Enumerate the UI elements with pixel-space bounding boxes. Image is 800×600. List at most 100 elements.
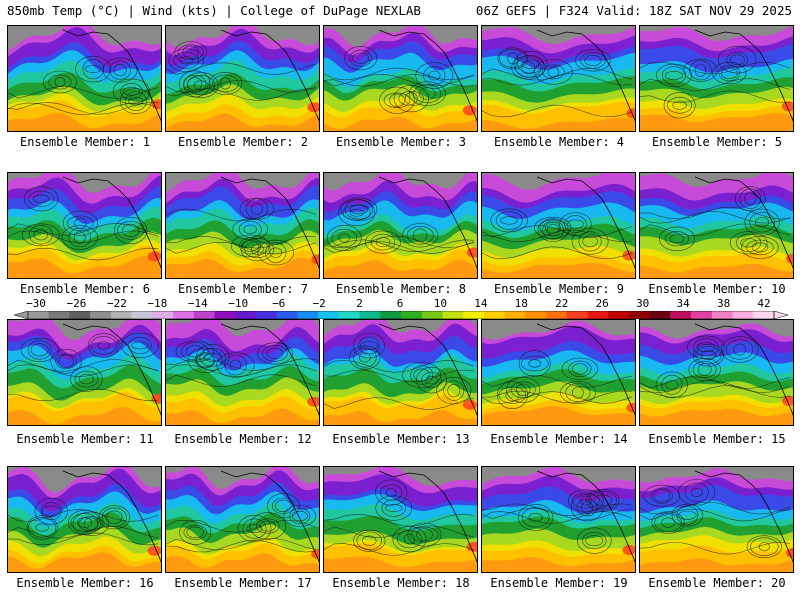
colorbar-swatch — [649, 311, 671, 319]
wind-contour — [397, 530, 423, 549]
wind-contour — [42, 70, 78, 94]
wind-contour — [194, 352, 216, 369]
temperature-band — [324, 410, 477, 425]
wind-contour — [696, 342, 716, 353]
wind-contour — [182, 45, 199, 59]
wind-contour — [199, 348, 226, 367]
wind-contour — [739, 188, 762, 209]
wind-contour — [50, 348, 82, 374]
ensemble-member-map-13 — [323, 319, 478, 426]
wind-contour — [20, 337, 59, 362]
wind-contour — [67, 215, 94, 231]
coastline — [423, 33, 477, 122]
wind-contour — [482, 225, 633, 238]
colorbar-tick-label: 6 — [396, 297, 404, 310]
wind-contour — [640, 376, 791, 389]
wind-contour — [40, 502, 62, 521]
ensemble-member-map-1 — [7, 25, 162, 132]
wind-contour — [8, 230, 159, 244]
coastline — [739, 327, 793, 416]
wind-contour — [203, 352, 222, 362]
wind-contour — [116, 221, 145, 240]
coastline — [378, 176, 425, 184]
temperature-band — [324, 259, 477, 278]
wind-contour — [517, 504, 554, 531]
wind-contour — [34, 497, 68, 525]
wind-contour — [697, 363, 712, 376]
wind-contour — [109, 60, 131, 80]
wind-contour — [385, 504, 403, 512]
wind-contour — [665, 380, 679, 390]
wind-contour — [128, 336, 152, 354]
wind-contour — [238, 220, 262, 238]
wind-contour — [380, 484, 403, 501]
wind-contour — [340, 197, 378, 221]
wind-contour — [410, 365, 434, 385]
wind-contour — [419, 87, 436, 100]
wind-contour — [8, 388, 159, 402]
wind-contour — [664, 71, 684, 80]
colorbar-tick-label: −14 — [187, 297, 208, 310]
wind-contour — [249, 512, 287, 540]
wind-contour — [242, 518, 267, 539]
coastline — [378, 29, 425, 37]
wind-contour — [570, 493, 604, 522]
colorbar-swatch — [152, 311, 174, 319]
wind-contour — [343, 46, 378, 71]
wind-contour — [640, 223, 791, 236]
wind-contour — [658, 226, 696, 252]
wind-contour — [746, 239, 774, 256]
wind-contour — [577, 527, 612, 554]
wind-contour — [663, 92, 696, 119]
wind-contour — [216, 352, 255, 378]
wind-contour — [166, 519, 317, 533]
wind-contour — [655, 371, 688, 399]
colorbar-swatch — [711, 311, 733, 319]
wind-contour — [416, 528, 433, 541]
wind-contour — [324, 241, 475, 254]
wind-contour — [229, 359, 242, 371]
colorbar-swatch — [110, 311, 132, 319]
wind-contour — [683, 58, 718, 82]
wind-contour — [520, 355, 549, 372]
ensemble-member-label: Ensemble Member: 19 — [490, 576, 628, 590]
wind-contour — [404, 92, 418, 105]
wind-contour — [68, 227, 92, 248]
temperature-band — [166, 553, 319, 572]
wind-contour — [398, 90, 425, 107]
colorbar-tick-label: −10 — [228, 297, 249, 310]
wind-contour — [68, 509, 102, 535]
wind-contour — [232, 218, 269, 241]
wind-contour — [83, 517, 99, 531]
wind-contour — [324, 235, 475, 249]
wind-contour — [8, 526, 159, 539]
wind-contour — [75, 55, 112, 83]
model-valid-time: 06Z GEFS | F324 Valid: 18Z SAT NOV 29 20… — [475, 3, 792, 18]
wind-contour — [495, 211, 523, 230]
wind-contour — [507, 52, 519, 65]
wind-contour — [733, 343, 746, 356]
wind-contour — [102, 57, 138, 83]
wind-contour — [120, 83, 143, 100]
coastline — [107, 327, 161, 416]
temperature-band — [8, 255, 161, 278]
colorbar-arrow-left — [14, 311, 29, 319]
wind-contour — [651, 511, 685, 534]
wind-contour — [259, 520, 277, 532]
wind-contour — [351, 52, 370, 64]
ensemble-member-label: Ensemble Member: 5 — [651, 135, 783, 149]
colorbar-swatch — [297, 311, 319, 319]
colorbar-tick-label: −26 — [66, 297, 87, 310]
wind-contour — [166, 538, 317, 551]
wind-contour — [179, 519, 212, 545]
colorbar-swatch — [442, 311, 464, 319]
wind-contour — [246, 524, 263, 533]
temperature-colorbar — [14, 311, 788, 319]
wind-contour — [640, 90, 791, 103]
wind-contour — [84, 65, 102, 73]
wind-contour — [415, 62, 454, 89]
wind-contour — [257, 239, 295, 266]
wind-contour — [402, 223, 439, 248]
colorbar-tick-label: −18 — [147, 297, 168, 310]
wind-contour — [166, 208, 317, 222]
